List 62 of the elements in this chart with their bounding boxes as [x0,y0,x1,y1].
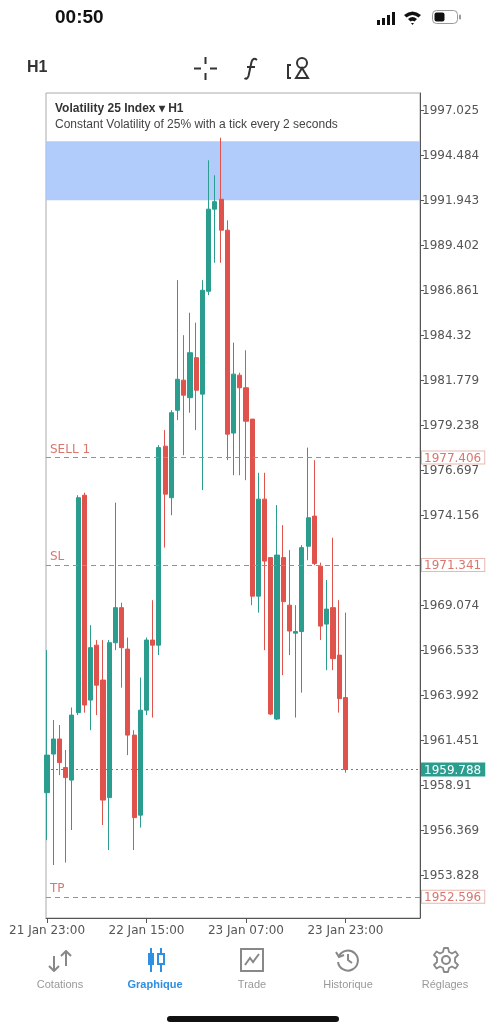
candlestick [169,409,174,516]
y-tick-label: 1974.156 [422,508,480,523]
candlestick [175,279,180,421]
y-tick-label: 1997.025 [422,103,480,118]
y-tick-label: 1963.992 [422,688,480,703]
candlestick [119,602,124,689]
text: Graphique [127,978,183,990]
y-tick-label: 1953.828 [422,868,480,883]
text: H1 [27,58,48,76]
y-tick-label: 1979.238 [422,418,480,433]
y-tick-label: 1958.91 [422,778,472,793]
y-tick-label: 1956.369 [422,823,480,838]
candlestick [132,729,137,851]
candlestick [156,444,161,656]
text: Constant Volatility of 25% with a tick every 2 seconds [55,117,338,131]
y-tick-label: 1989.402 [422,238,480,253]
y-tick-label: 1984.32 [422,328,472,343]
x-tick-label: 23 Jan 07:00 [207,923,284,937]
candlestick [306,447,311,561]
candlestick [187,312,193,414]
text: 00:50 [55,6,104,28]
candlestick [256,472,261,614]
candlestick [150,599,155,719]
candlestick [194,322,199,431]
y-tick-label: 1971.341 [424,557,482,572]
text: Volatility 25 Index ▾ H1 [55,101,184,115]
y-tick-label: 1961.451 [422,733,480,748]
candlestick [76,494,81,716]
y-tick-label: 1969.074 [422,598,480,613]
x-tick-label: 23 Jan 23:00 [307,923,384,937]
candlestick [231,342,236,476]
candlestick [82,492,87,714]
candlestick [181,334,186,456]
text: Cotations [36,978,84,990]
ref-line-label: SL [50,548,65,563]
candlestick [274,504,280,721]
candlestick [163,429,168,549]
y-tick-label: 1952.596 [424,889,482,904]
text: Historique [323,978,373,990]
y-tick-label: 1959.788 [424,762,482,777]
x-tick-label: 21 Jan 23:00 [9,923,86,937]
y-tick-label: 1991.943 [422,193,480,208]
y-tick-label: 1986.861 [422,283,480,298]
y-tick-label: 1981.779 [422,373,480,388]
text: Trade [237,978,267,990]
y-tick-label: 1977.406 [424,450,482,465]
text: Réglages [421,978,469,990]
candlestick [57,724,62,776]
candlestick [324,579,329,671]
candlestick [125,637,130,756]
candlestick [318,562,323,641]
ref-line-label: TP [49,880,65,895]
candlestick [287,549,292,656]
candlestick [88,624,93,731]
candlestick [281,524,286,676]
y-tick-label: 1994.484 [422,148,480,163]
y-tick-label: 1966.533 [422,643,480,658]
x-tick-label: 22 Jan 15:00 [108,923,185,937]
candlestick [63,749,68,864]
y-tick-label: 1976.697 [422,463,480,478]
candlestick [312,459,317,566]
ref-line-label: SELL 1 [50,441,91,456]
